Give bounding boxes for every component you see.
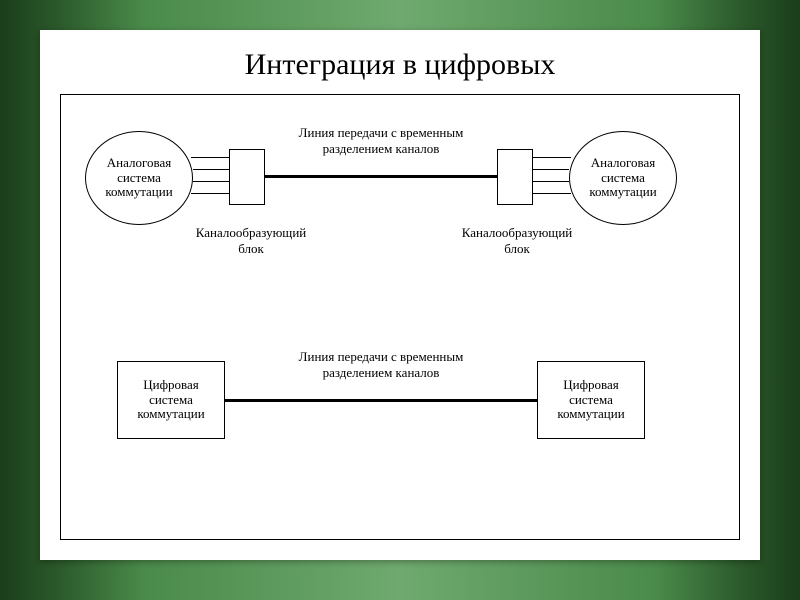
slide-title: Интеграция в цифровых	[40, 30, 760, 94]
analog-right-label: Аналоговаясистемакоммутации	[589, 156, 656, 201]
digital-left-node: Цифроваясистемакоммутации	[117, 361, 225, 439]
analog-left-label: Аналоговаясистемакоммутации	[105, 156, 172, 201]
channel-block-left-label: Каналообразующийблок	[181, 225, 321, 256]
top-link-label: Линия передачи с временнымразделением ка…	[275, 125, 487, 156]
digital-left-label: Цифроваясистемакоммутации	[137, 378, 204, 423]
slide-panel: Интеграция в цифровых Аналоговаясистемак…	[40, 30, 760, 560]
diagram-frame: Аналоговаясистемакоммутации Каналообразу…	[60, 94, 740, 540]
fan-line	[191, 193, 229, 194]
fan-line	[533, 193, 571, 194]
analog-left-node: Аналоговаясистемакоммутации	[85, 131, 193, 225]
analog-right-node: Аналоговаясистемакоммутации	[569, 131, 677, 225]
channel-block-right-label: Каналообразующийблок	[447, 225, 587, 256]
top-link-line	[265, 175, 497, 178]
digital-right-label: Цифроваясистемакоммутации	[557, 378, 624, 423]
digital-right-node: Цифроваясистемакоммутации	[537, 361, 645, 439]
fan-line	[193, 181, 229, 182]
fan-line	[533, 181, 569, 182]
bottom-link-label: Линия передачи с временнымразделением ка…	[275, 349, 487, 380]
bottom-link-line	[225, 399, 537, 402]
fan-line	[191, 157, 229, 158]
fan-line	[533, 157, 571, 158]
fan-line	[533, 169, 569, 170]
channel-block-right	[497, 149, 533, 205]
fan-line	[193, 169, 229, 170]
channel-block-left	[229, 149, 265, 205]
